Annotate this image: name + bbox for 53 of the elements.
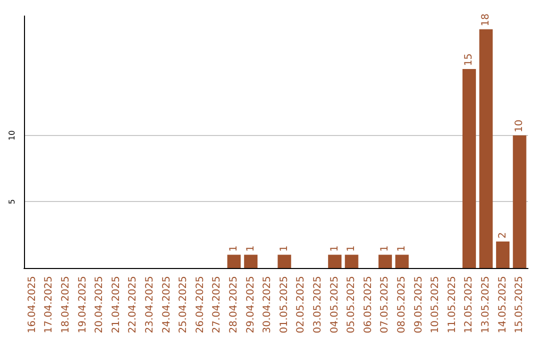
x-tick-label: 02.05.2025 [296,276,307,334]
x-tick-label: 04.05.2025 [329,276,340,334]
x-tick-label: 22.04.2025 [128,276,139,334]
x-tick-label: 09.05.2025 [413,276,424,334]
x-tick-label: 27.04.2025 [212,276,223,334]
x-tick-label: 10.05.2025 [430,276,442,334]
x-tick-label: 28.04.2025 [228,276,240,334]
x-tick-label: 05.05.2025 [346,276,358,334]
y-tick-label: 5 [8,199,16,204]
x-tick-label: 20.04.2025 [94,276,106,334]
x-tick-label: 06.05.2025 [362,276,374,334]
x-tick-label: 17.04.2025 [44,276,55,334]
x-tick-label: 25.04.2025 [178,276,190,334]
data-label: 10 [514,120,526,132]
data-label: 1 [380,245,391,252]
bar [512,135,526,268]
x-tick-label: 29.04.2025 [245,276,256,334]
data-label: 15 [464,53,475,66]
x-tick-label: 23.04.2025 [144,276,156,334]
data-label: 1 [396,245,408,252]
x-tick-label: 11.05.2025 [446,276,458,334]
bar [278,254,292,268]
bar [244,254,258,268]
x-tick-label: 08.05.2025 [396,276,408,334]
x-tick-label: 01.05.2025 [278,276,290,334]
bar [227,254,241,268]
bar [479,29,493,268]
x-tick-label: 15.05.2025 [514,276,526,334]
x-tick-label: 24.04.2025 [161,276,172,334]
bar [344,254,358,268]
data-label: 1 [245,245,256,252]
x-tick-label: 13.05.2025 [480,276,492,334]
x-tick-label: 19.04.2025 [77,276,88,334]
x-tick-label: 03.05.2025 [312,276,324,334]
x-tick-label: 14.05.2025 [497,276,508,334]
x-tick-label: 16.04.2025 [26,276,38,334]
x-tick-label: 30.04.2025 [262,276,274,334]
bar [462,69,476,268]
data-label: 1 [346,245,358,252]
x-tick-label: 18.04.2025 [60,276,72,334]
bar [378,254,392,268]
bar [496,241,510,268]
x-tick-label: 26.04.2025 [194,276,206,334]
data-label: 2 [497,232,508,238]
data-label: 1 [278,245,290,252]
x-tick-label: 07.05.2025 [380,276,391,334]
data-label: 1 [329,245,340,252]
x-tick-label: 21.04.2025 [110,276,122,334]
x-tick-label: 12.05.2025 [464,276,475,334]
data-label: 1 [228,245,240,252]
bar [328,254,342,268]
data-label: 18 [480,14,492,26]
bar [395,254,409,268]
